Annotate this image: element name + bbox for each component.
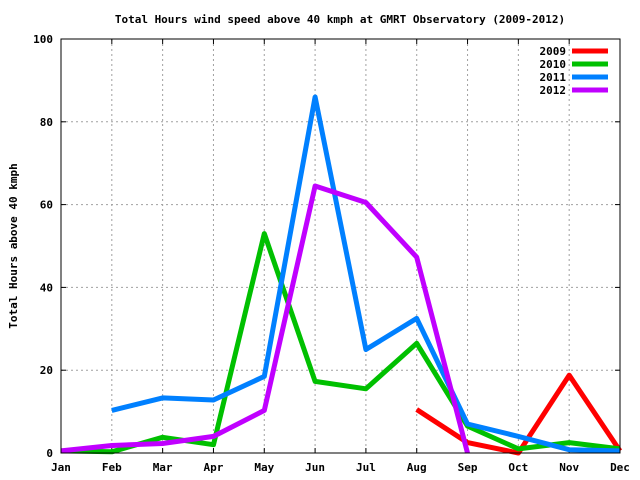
y-tick-label: 40 xyxy=(40,281,53,294)
chart-title: Total Hours wind speed above 40 kmph at … xyxy=(115,13,565,26)
x-tick-label: Aug xyxy=(407,461,427,474)
legend-label-2011: 2011 xyxy=(540,71,567,84)
x-tick-label: Apr xyxy=(204,461,224,474)
x-tick-label: Nov xyxy=(559,461,579,474)
y-tick-label: 100 xyxy=(33,33,53,46)
legend-label-2010: 2010 xyxy=(540,58,567,71)
x-tick-label: May xyxy=(254,461,274,474)
grid-layer xyxy=(61,39,620,453)
legend-label-2012: 2012 xyxy=(540,84,567,97)
plot-frame xyxy=(60,38,621,454)
series-layer xyxy=(60,94,623,456)
y-tick-label: 20 xyxy=(40,364,53,377)
x-tick-label: Feb xyxy=(102,461,122,474)
x-tick-label: Jul xyxy=(356,461,376,474)
series-line-2010 xyxy=(60,231,621,455)
x-tick-label: Mar xyxy=(153,461,173,474)
y-tick-label: 80 xyxy=(40,116,53,129)
x-tick-label: Oct xyxy=(508,461,528,474)
x-tick-label: Sep xyxy=(458,461,478,474)
legend-label-2009: 2009 xyxy=(540,45,567,58)
y-axis-label: Total Hours above 40 kmph xyxy=(7,163,20,329)
series-line-2012 xyxy=(60,183,470,454)
x-tick-label: Dec xyxy=(610,461,630,474)
y-tick-label: 0 xyxy=(46,447,53,460)
axis-layer: Jan Feb Mar Apr May Jun Jul Aug Sep Oct Nov Dec 0 20 4… xyxy=(33,33,630,474)
series-line-2011 xyxy=(111,94,621,454)
y-tick-label: 60 xyxy=(40,199,53,212)
x-tick-label: Jan xyxy=(51,461,71,474)
x-tick-label: Jun xyxy=(305,461,325,474)
